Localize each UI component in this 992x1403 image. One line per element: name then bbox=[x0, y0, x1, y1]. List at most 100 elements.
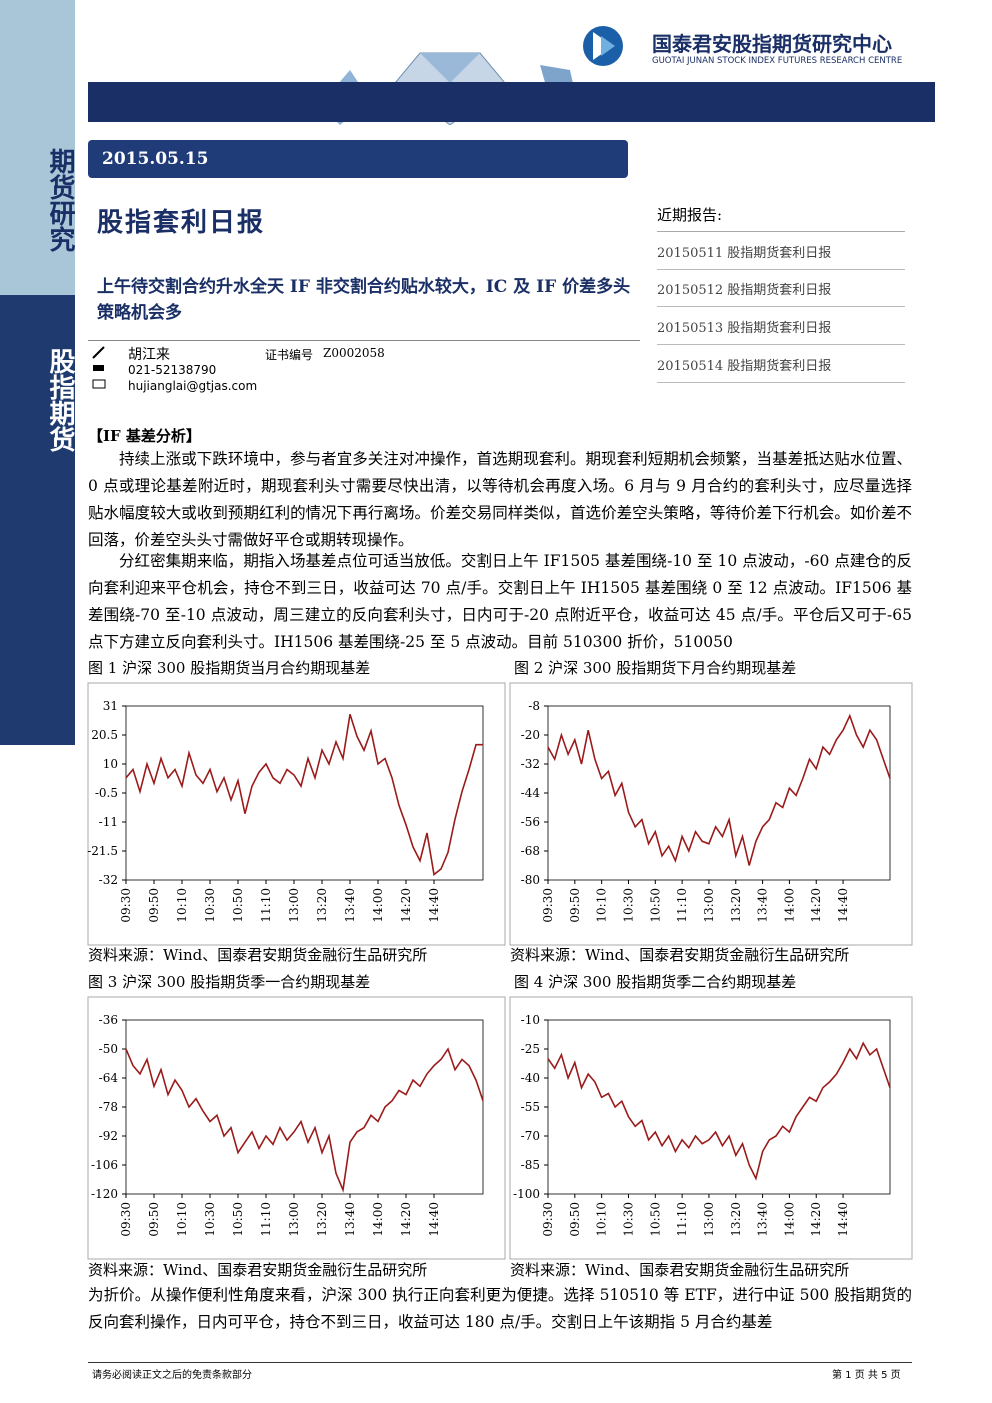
plot-area bbox=[547, 1019, 891, 1195]
x-tick-label: 13:20 bbox=[729, 888, 743, 923]
y-tick-label: -100 bbox=[513, 1187, 540, 1201]
figure-source: 资料来源：Wind、国泰君安期货金融衍生品研究所 bbox=[88, 1261, 428, 1279]
figure-source: 资料来源：Wind、国泰君安期货金融衍生品研究所 bbox=[510, 1261, 850, 1279]
figure-title: 图 3 沪深 300 股指期货季一合约期现基差 bbox=[88, 973, 371, 991]
y-tick-label: -32 bbox=[521, 757, 540, 771]
email: hujianglai@gtjas.com bbox=[128, 379, 258, 393]
y-tick-label: -56 bbox=[521, 815, 540, 829]
y-tick-label: -92 bbox=[99, 1129, 118, 1143]
recent-item: 20150511 股指期货套利日报 bbox=[657, 242, 905, 270]
chart-frame bbox=[87, 682, 506, 946]
sidebar-label: 股指期货 bbox=[45, 348, 75, 452]
y-tick-label: 10 bbox=[103, 757, 118, 771]
x-tick-label: 13:00 bbox=[287, 1202, 301, 1237]
x-tick-label: 10:10 bbox=[175, 888, 189, 923]
x-tick-label: 14:00 bbox=[371, 1202, 385, 1237]
page-number: 第 1 页 共 5 页 bbox=[832, 1370, 901, 1381]
y-tick-label: -0.5 bbox=[95, 786, 118, 800]
y-tick-label: -8 bbox=[528, 699, 540, 713]
recent-item: 20150513 股指期货套利日报 bbox=[657, 317, 905, 345]
y-tick-label: -80 bbox=[521, 873, 540, 887]
plot-area bbox=[125, 1019, 484, 1195]
x-tick-label: 14:20 bbox=[809, 1202, 823, 1237]
y-tick-label: -64 bbox=[99, 1071, 119, 1085]
x-tick-label: 11:10 bbox=[259, 888, 273, 923]
x-tick-label: 10:30 bbox=[621, 888, 635, 923]
x-tick-label: 13:20 bbox=[729, 1202, 743, 1237]
y-tick-label: 31 bbox=[103, 699, 118, 713]
report-title: 股指套利日报 bbox=[97, 208, 266, 238]
y-tick-label: -32 bbox=[99, 873, 118, 887]
y-tick-label: -21.5 bbox=[87, 844, 118, 858]
y-tick-label: -120 bbox=[91, 1187, 118, 1201]
y-tick-label: -70 bbox=[521, 1129, 540, 1143]
x-tick-label: 10:30 bbox=[203, 888, 217, 923]
x-tick-label: 14:40 bbox=[836, 1202, 850, 1237]
x-tick-label: 13:40 bbox=[343, 1202, 357, 1237]
x-tick-label: 13:00 bbox=[702, 888, 716, 923]
y-tick-label: -85 bbox=[521, 1158, 540, 1172]
x-tick-label: 09:50 bbox=[568, 888, 582, 923]
x-tick-label: 13:20 bbox=[315, 1202, 329, 1237]
plot-area bbox=[547, 705, 891, 881]
x-tick-label: 09:50 bbox=[147, 888, 161, 923]
x-tick-label: 14:00 bbox=[371, 888, 385, 923]
x-tick-label: 09:30 bbox=[541, 1202, 555, 1237]
sidebar-top bbox=[0, 0, 75, 295]
paragraph: 为折价。从操作便利性角度来看，沪深 300 执行正向套利更为便捷。选择 5105… bbox=[88, 1286, 912, 1331]
y-tick-label: -50 bbox=[99, 1042, 118, 1056]
x-tick-label: 10:30 bbox=[621, 1202, 635, 1237]
y-tick-label: -25 bbox=[521, 1042, 540, 1056]
figure-source: 资料来源：Wind、国泰君安期货金融衍生品研究所 bbox=[510, 946, 850, 964]
x-tick-label: 13:00 bbox=[287, 888, 301, 923]
x-tick-label: 11:10 bbox=[675, 888, 689, 923]
org-name-en: GUOTAI JUNAN STOCK INDEX FUTURES RESEARC… bbox=[652, 56, 903, 66]
x-tick-label: 13:40 bbox=[343, 888, 357, 923]
recent-heading: 近期报告: bbox=[657, 204, 905, 232]
logo bbox=[583, 26, 623, 66]
divider bbox=[88, 340, 640, 341]
y-tick-label: -10 bbox=[521, 1013, 540, 1027]
header-banner bbox=[88, 82, 935, 122]
x-tick-label: 10:10 bbox=[595, 888, 609, 923]
cert-number: Z0002058 bbox=[323, 346, 385, 360]
sidebar-label: 期货研究 bbox=[45, 148, 75, 252]
y-tick-label: -106 bbox=[91, 1158, 118, 1172]
y-tick-label: -36 bbox=[99, 1013, 118, 1027]
y-tick-label: -20 bbox=[521, 728, 540, 742]
figure-title: 图 4 沪深 300 股指期货季二合约期现基差 bbox=[514, 973, 797, 991]
footer-rule bbox=[88, 1362, 912, 1363]
x-tick-label: 09:30 bbox=[119, 888, 133, 923]
recent-item: 20150514 股指期货套利日报 bbox=[657, 355, 905, 383]
y-tick-label: -11 bbox=[99, 815, 118, 829]
recent-item: 20150512 股指期货套利日报 bbox=[657, 279, 905, 307]
series-line bbox=[547, 713, 891, 866]
x-tick-label: 13:40 bbox=[756, 1202, 770, 1237]
headline: 上午待交割合约升水全天 IF 非交割合约贴水较大，IC 及 IF 价差多头策略机… bbox=[97, 277, 631, 323]
x-tick-label: 11:10 bbox=[675, 1202, 689, 1237]
phone: 021-52138790 bbox=[128, 363, 217, 377]
contact-icons bbox=[92, 346, 106, 389]
x-tick-label: 14:20 bbox=[399, 1202, 413, 1237]
x-tick-label: 14:20 bbox=[399, 888, 413, 923]
x-tick-label: 14:40 bbox=[427, 1202, 441, 1237]
y-tick-label: -44 bbox=[521, 786, 541, 800]
x-tick-label: 14:40 bbox=[427, 888, 441, 923]
x-tick-label: 14:20 bbox=[809, 888, 823, 923]
figure-source: 资料来源：Wind、国泰君安期货金融衍生品研究所 bbox=[88, 946, 428, 964]
y-tick-label: -40 bbox=[521, 1071, 540, 1085]
y-tick-label: -78 bbox=[99, 1100, 118, 1114]
figure-title: 图 2 沪深 300 股指期货下月合约期现基差 bbox=[514, 659, 797, 677]
paragraph: 分红密集期来临，期指入场基差点位可适当放低。交割日上午 IF1505 基差围绕-… bbox=[88, 552, 912, 651]
y-tick-label: 20.5 bbox=[91, 728, 118, 742]
chart-frame bbox=[87, 996, 506, 1260]
paragraph: 持续上涨或下跌环境中，参与者宜多关注对冲操作，首选期现套利。期现套利短期机会频繁… bbox=[88, 450, 912, 549]
y-tick-label: -55 bbox=[521, 1100, 540, 1114]
chart-frame bbox=[509, 996, 913, 1260]
series-line bbox=[125, 714, 483, 876]
x-tick-label: 09:50 bbox=[147, 1202, 161, 1237]
x-tick-label: 10:50 bbox=[231, 1202, 245, 1237]
x-tick-label: 13:00 bbox=[702, 1202, 716, 1237]
